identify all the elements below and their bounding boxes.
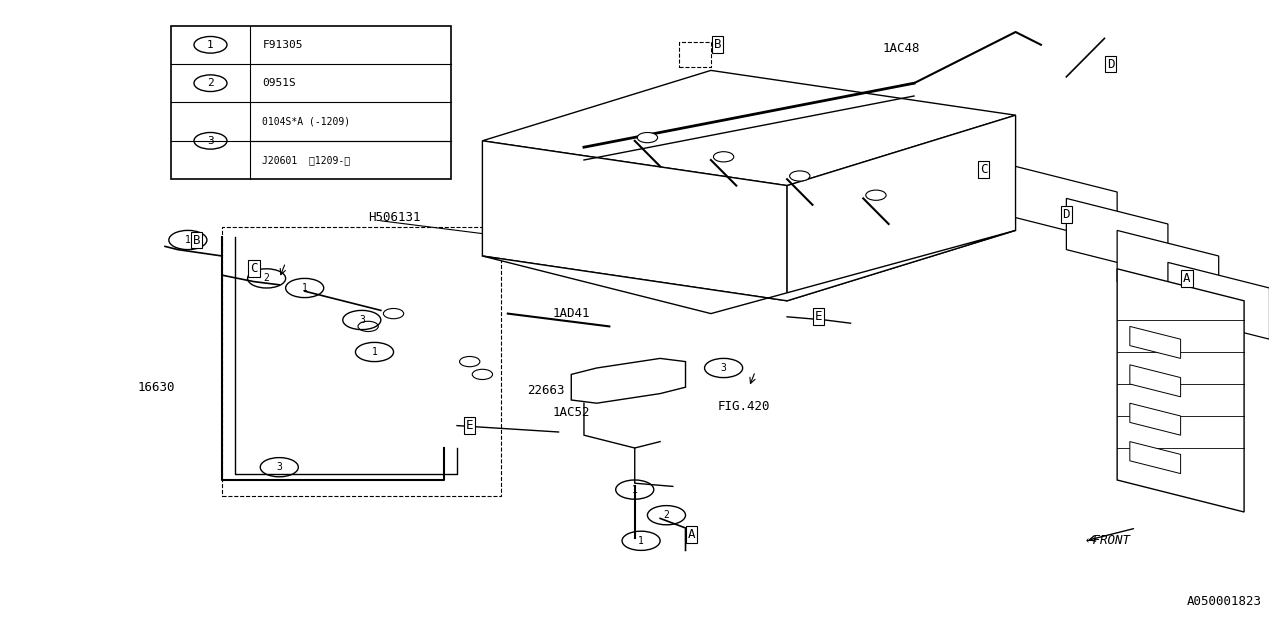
Text: 3: 3 xyxy=(721,363,727,373)
Polygon shape xyxy=(1130,442,1180,474)
Circle shape xyxy=(472,369,493,380)
Circle shape xyxy=(460,356,480,367)
Text: D: D xyxy=(1107,58,1115,70)
Text: E: E xyxy=(466,419,474,432)
Polygon shape xyxy=(1130,365,1180,397)
Polygon shape xyxy=(571,358,686,403)
Text: F91305: F91305 xyxy=(262,40,303,50)
Text: A: A xyxy=(689,528,695,541)
Polygon shape xyxy=(1117,269,1244,512)
Text: 3: 3 xyxy=(276,462,282,472)
Text: A: A xyxy=(1183,272,1190,285)
Bar xyxy=(172,26,451,179)
Circle shape xyxy=(713,152,733,162)
Polygon shape xyxy=(787,115,1015,301)
Text: 2: 2 xyxy=(663,510,669,520)
Text: 1: 1 xyxy=(639,536,644,546)
Text: 1AC48: 1AC48 xyxy=(882,42,920,54)
Text: C: C xyxy=(980,163,988,176)
Polygon shape xyxy=(483,230,1015,314)
Text: B: B xyxy=(713,38,721,51)
Text: 0104S*A (-1209): 0104S*A (-1209) xyxy=(262,116,351,127)
Bar xyxy=(223,227,502,496)
Text: 2: 2 xyxy=(207,78,214,88)
Text: C: C xyxy=(250,262,257,275)
Polygon shape xyxy=(1117,230,1219,307)
Polygon shape xyxy=(1015,166,1117,243)
Text: H506131: H506131 xyxy=(369,211,421,224)
Polygon shape xyxy=(483,141,787,301)
Polygon shape xyxy=(1167,262,1270,339)
Text: 1AD41: 1AD41 xyxy=(552,307,590,320)
Text: A050001823: A050001823 xyxy=(1187,595,1262,608)
Circle shape xyxy=(865,190,886,200)
Text: FIG.420: FIG.420 xyxy=(717,400,769,413)
Text: E: E xyxy=(815,310,823,323)
Text: 0951S: 0951S xyxy=(262,78,296,88)
Text: 1AC52: 1AC52 xyxy=(552,406,590,419)
Text: 1: 1 xyxy=(371,347,378,357)
Text: J20601  〈1209-〉: J20601 〈1209-〉 xyxy=(262,155,351,165)
Polygon shape xyxy=(483,70,1015,186)
Text: 1: 1 xyxy=(184,235,191,245)
Text: 16630: 16630 xyxy=(137,381,174,394)
Text: 2: 2 xyxy=(264,273,270,284)
Circle shape xyxy=(790,171,810,181)
Circle shape xyxy=(384,308,403,319)
Text: 1: 1 xyxy=(207,40,214,50)
Text: 1: 1 xyxy=(302,283,307,293)
Polygon shape xyxy=(1130,403,1180,435)
Text: ←FRONT: ←FRONT xyxy=(1085,534,1130,547)
Text: 22663: 22663 xyxy=(527,384,564,397)
Text: D: D xyxy=(1062,208,1070,221)
Polygon shape xyxy=(1130,326,1180,358)
Polygon shape xyxy=(1066,198,1167,275)
Text: 3: 3 xyxy=(207,136,214,146)
Circle shape xyxy=(637,132,658,143)
Text: 3: 3 xyxy=(358,315,365,325)
Circle shape xyxy=(358,321,379,332)
Text: 1: 1 xyxy=(632,484,637,495)
Text: B: B xyxy=(193,234,201,246)
